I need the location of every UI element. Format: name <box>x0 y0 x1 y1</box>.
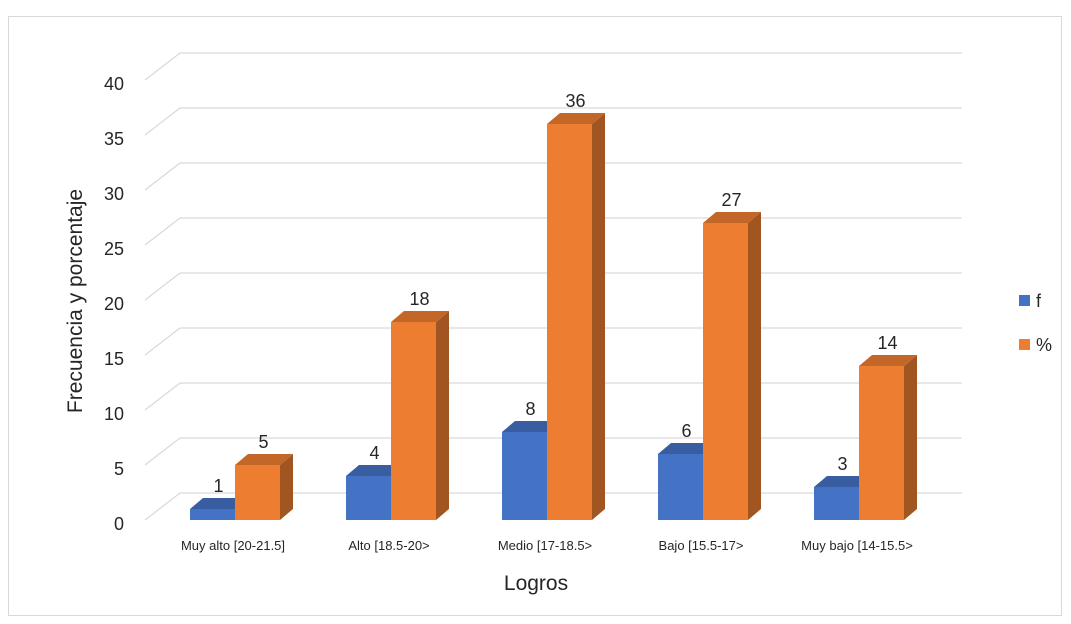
bar-percent-3 <box>703 212 761 520</box>
bar-front <box>391 322 436 520</box>
bar-front <box>814 487 859 520</box>
x-category-label: Alto [18.5-20> <box>348 538 429 553</box>
x-category-label: Muy alto [20-21.5] <box>181 538 285 553</box>
legend-label-f: f <box>1036 291 1042 311</box>
gridline-depth <box>144 107 181 136</box>
bar-front <box>346 476 391 520</box>
y-tick-label: 20 <box>104 294 124 314</box>
x-axis-title: Logros <box>504 572 568 595</box>
x-category-label: Muy bajo [14-15.5> <box>801 538 913 553</box>
y-axis-ticks: 0 5 10 15 20 25 30 35 40 <box>104 74 124 534</box>
gridline-depth <box>144 272 181 301</box>
bar-front <box>658 454 703 520</box>
data-label: 4 <box>369 443 379 463</box>
y-tick-label: 30 <box>104 184 124 204</box>
bar-top <box>703 212 761 223</box>
bar-front <box>703 223 748 520</box>
bar-top <box>391 311 449 322</box>
x-category-label: Medio [17-18.5> <box>498 538 592 553</box>
bar-top <box>859 355 917 366</box>
bar-front <box>235 465 280 520</box>
y-tick-label: 25 <box>104 239 124 259</box>
gridline-depth <box>144 217 181 246</box>
legend-swatch-percent <box>1019 339 1030 350</box>
y-tick-label: 15 <box>104 349 124 369</box>
y-tick-label: 40 <box>104 74 124 94</box>
bar-front <box>502 432 547 520</box>
gridline-depth <box>144 492 181 521</box>
data-label: 5 <box>258 432 268 452</box>
bar-side <box>280 454 293 520</box>
bar-front <box>547 124 592 520</box>
bar-percent-0 <box>235 454 293 520</box>
bar-percent-4 <box>859 355 917 520</box>
bar-percent-2 <box>547 113 605 520</box>
bar-percent-1 <box>391 311 449 520</box>
data-label: 3 <box>837 454 847 474</box>
y-axis-title: Frecuencia y porcentaje <box>64 189 87 413</box>
bars <box>190 113 917 520</box>
bar-f-1 <box>346 465 404 520</box>
data-label: 27 <box>721 190 741 210</box>
gridline-depth <box>144 52 181 81</box>
legend-label-percent: % <box>1036 335 1052 355</box>
bar-top <box>190 498 248 509</box>
data-label: 18 <box>409 289 429 309</box>
y-tick-label: 35 <box>104 129 124 149</box>
bar-top <box>502 421 560 432</box>
data-label: 6 <box>681 421 691 441</box>
legend-swatch-f <box>1019 295 1030 306</box>
bar-side <box>904 355 917 520</box>
gridline-depth <box>144 382 181 411</box>
bar-side <box>436 311 449 520</box>
legend: f % <box>1019 291 1052 355</box>
gridline-depth <box>144 437 181 466</box>
y-tick-label: 0 <box>114 514 124 534</box>
y-tick-label: 5 <box>114 459 124 479</box>
gridline-depth <box>144 327 181 356</box>
bar-front <box>859 366 904 520</box>
x-category-label: Bajo [15.5-17> <box>659 538 744 553</box>
x-axis-categories: Muy alto [20-21.5] Alto [18.5-20> Medio [1… <box>181 538 913 553</box>
bar-top <box>547 113 605 124</box>
data-label: 36 <box>565 91 585 111</box>
data-labels: 1 5 4 18 8 36 6 27 3 14 <box>213 91 897 496</box>
y-tick-label: 10 <box>104 404 124 424</box>
gridline-depth <box>144 162 181 191</box>
bar-top <box>658 443 716 454</box>
data-label: 14 <box>877 333 897 353</box>
bar-front <box>190 509 235 520</box>
bar-top <box>235 454 293 465</box>
bar-top <box>346 465 404 476</box>
bar-side <box>748 212 761 520</box>
bar-side <box>592 113 605 520</box>
data-label: 1 <box>213 476 223 496</box>
data-label: 8 <box>525 399 535 419</box>
bar-top <box>814 476 872 487</box>
